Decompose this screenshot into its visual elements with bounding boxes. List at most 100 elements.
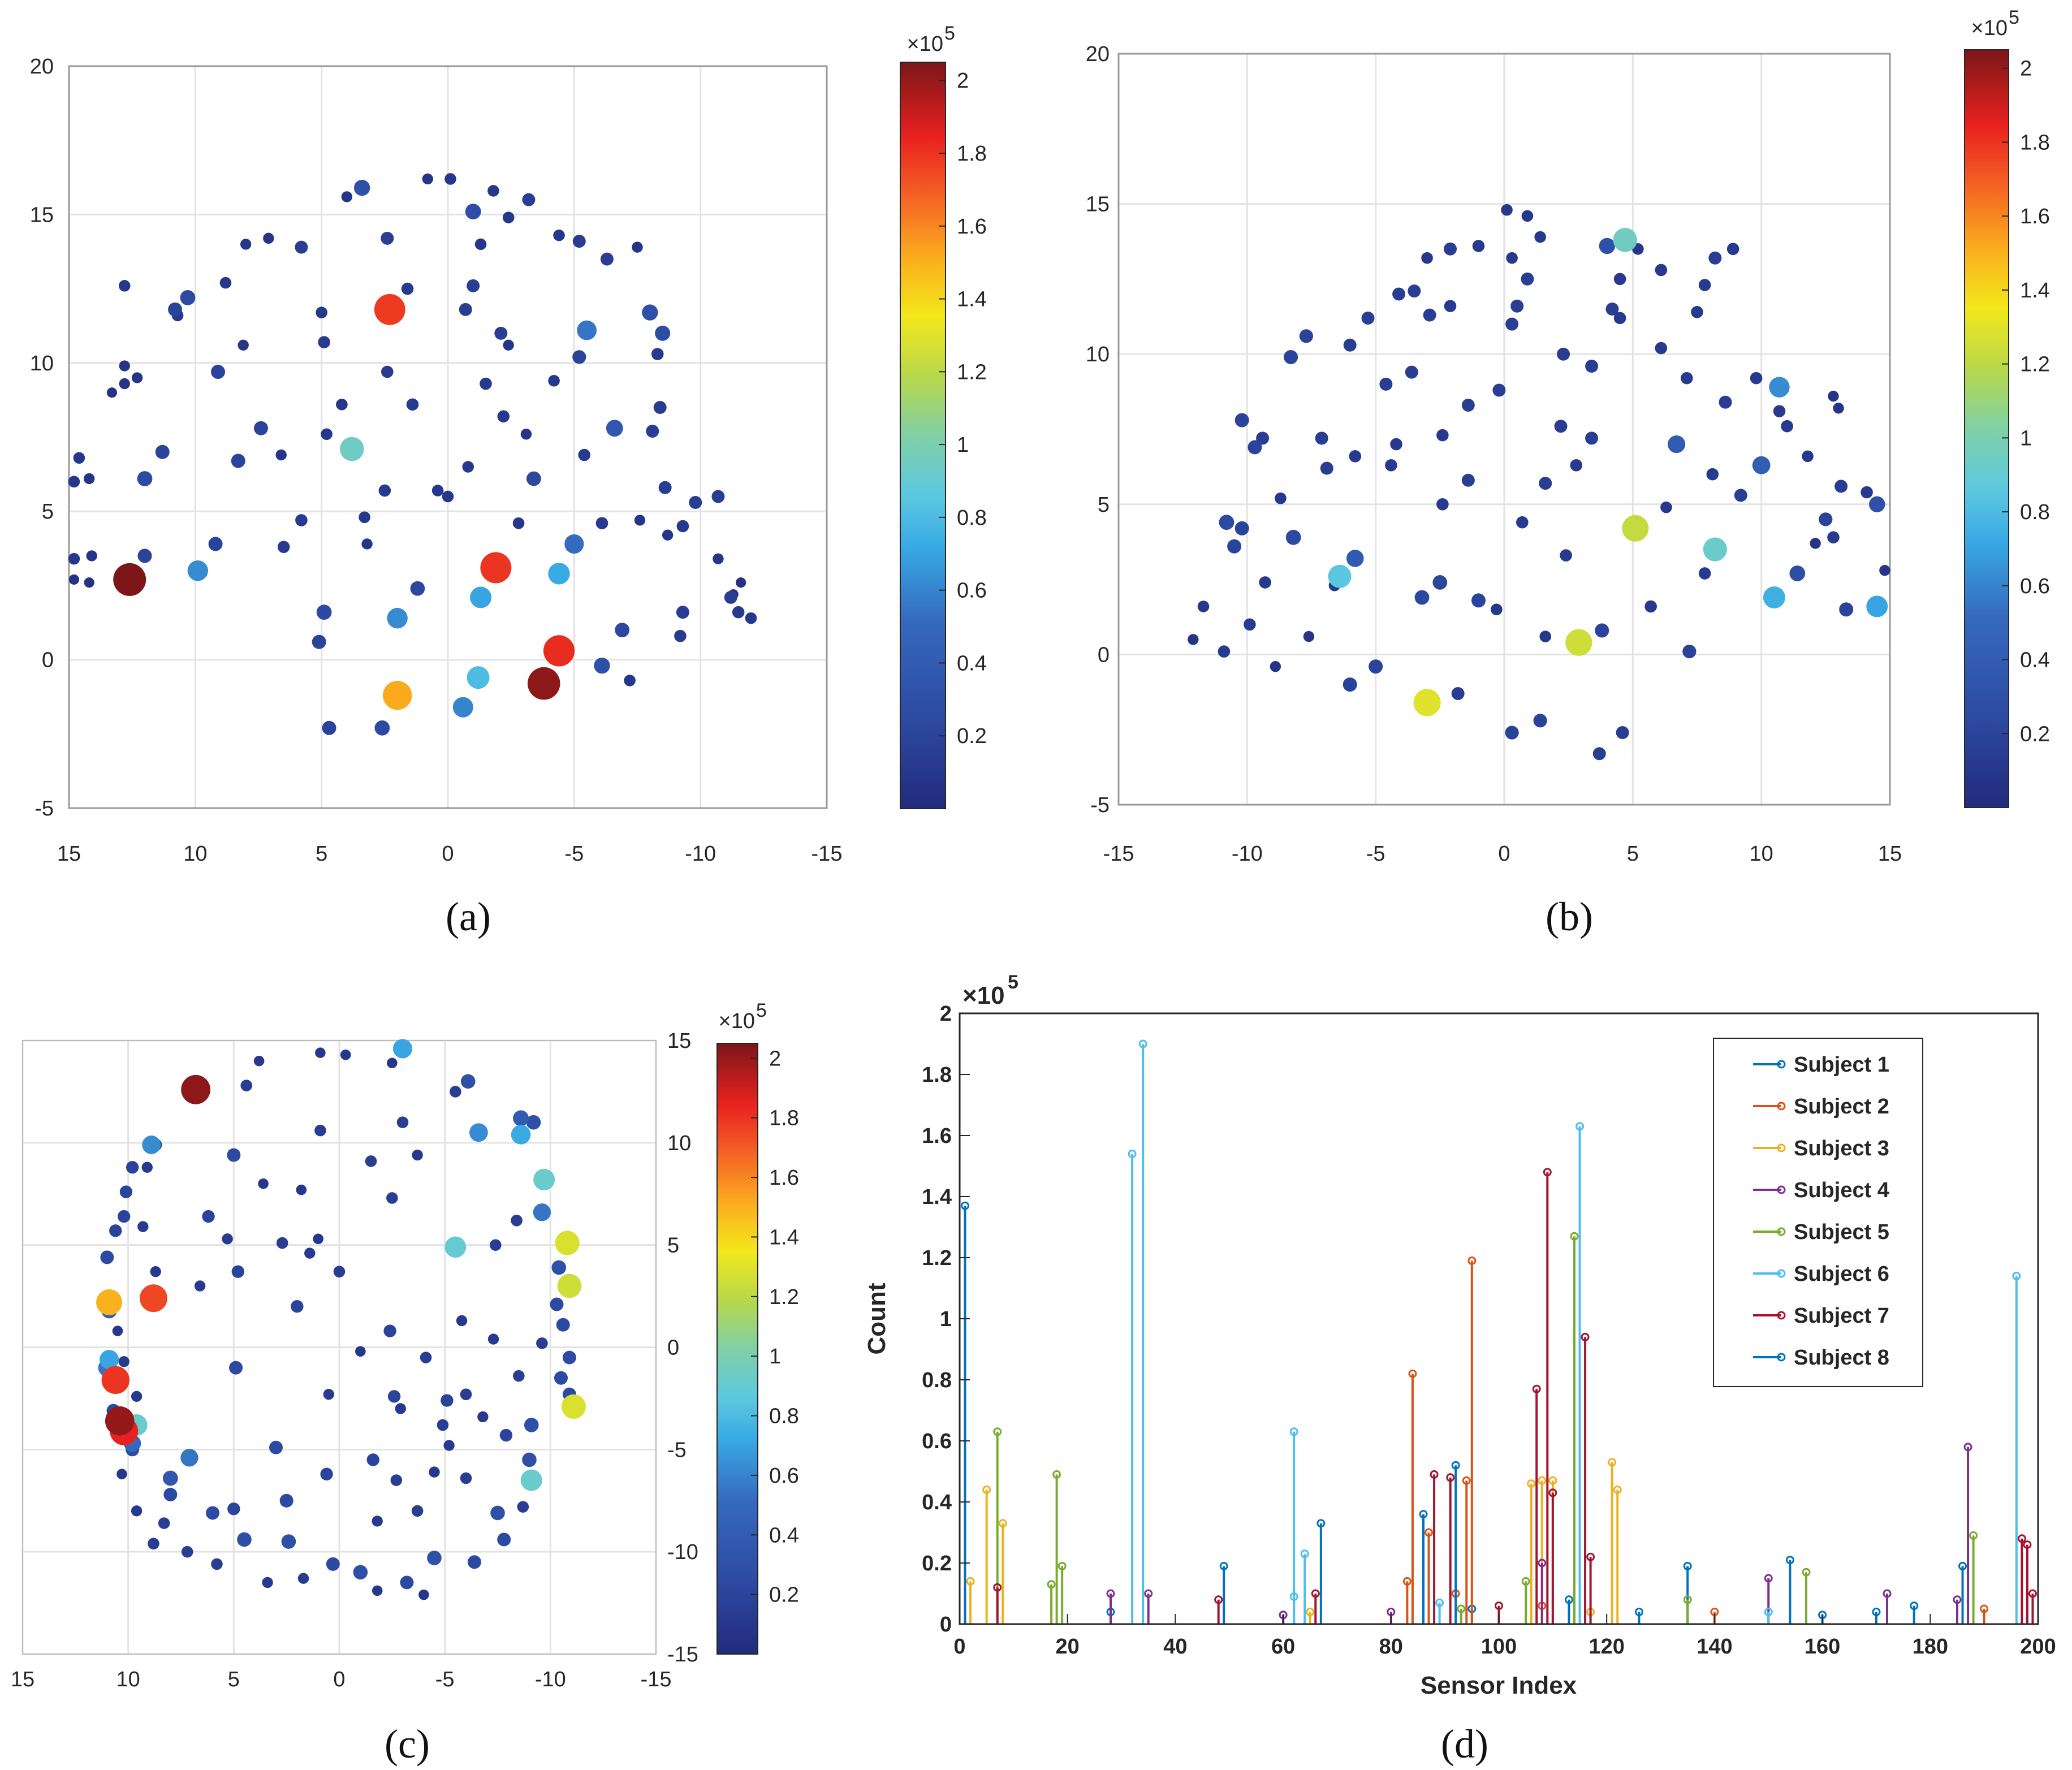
panel-b-data-point xyxy=(1655,342,1668,355)
panel-b-data-point xyxy=(1413,689,1441,716)
panel-c-data-point xyxy=(229,1361,243,1375)
panel-d-x-tick-label: 120 xyxy=(1588,1635,1624,1659)
panel-b-data-point xyxy=(1539,477,1552,490)
panel-b-data-point xyxy=(1423,308,1436,322)
panel-c-data-point xyxy=(499,1428,513,1442)
panel-c-data-point xyxy=(313,1233,323,1245)
panel-b-y-tick-label: 10 xyxy=(1086,343,1110,366)
panel-a-data-point xyxy=(736,577,746,588)
panel-d-stem-marker xyxy=(1451,1461,1460,1470)
panel-b-data-point xyxy=(1369,659,1383,674)
panel-a: 15 10 5 0 -5 -10 -15 -5 0 5 10 15 20 0.2 0.4 0.6 0.8 1 1… xyxy=(30,23,987,939)
panel-d-legend-entry: Subject 1 xyxy=(1794,1053,1889,1077)
panel-b-data-point xyxy=(1328,564,1352,588)
panel-c-data-point xyxy=(437,1419,449,1431)
panel-d-x-tick-label: 20 xyxy=(1056,1635,1080,1659)
panel-a-colorbar-tick-label: 0.6 xyxy=(957,579,987,603)
panel-b-colorbar-multiplier-base: ×10 xyxy=(1971,16,2008,40)
panel-a-y-ticks: -5 0 5 10 15 20 xyxy=(30,55,54,821)
panel-c-data-point xyxy=(227,1148,241,1162)
panel-a-colorbar-tick-label: 0.8 xyxy=(957,506,987,530)
panel-c-data-point xyxy=(100,1250,114,1264)
panel-a-data-point xyxy=(642,304,658,321)
panel-b-data-point xyxy=(1275,492,1287,504)
panel-c-data-point xyxy=(158,1517,170,1529)
panel-a-data-point xyxy=(84,577,94,588)
panel-a-data-point xyxy=(137,549,152,563)
panel-c-y-tick-label: -10 xyxy=(667,1540,698,1564)
panel-a-data-point xyxy=(564,534,584,554)
panel-a-colorbar-tick-label: 0.2 xyxy=(957,724,987,748)
panel-b-data-point xyxy=(1197,601,1210,612)
panel-c-colorbar-tick-label: 0.8 xyxy=(769,1405,799,1428)
panel-b-colorbar-gradient xyxy=(1964,49,2009,808)
panel-d-stem-marker xyxy=(1306,1607,1315,1616)
panel-a-plot-frame xyxy=(68,65,828,809)
panel-d-x-tick-label: 180 xyxy=(1913,1635,1948,1659)
panel-c-y-tick-label: 10 xyxy=(667,1132,691,1155)
panel-a-data-point xyxy=(316,605,332,620)
panel-d: 0 20 40 60 80 100 120 140 160 180 200 0 0.2 0.4 0.6 0.… xyxy=(863,972,2056,1767)
panel-c-data-point xyxy=(163,1487,178,1501)
panel-d-stem-marker xyxy=(1581,1332,1590,1341)
panel-a-data-point xyxy=(119,360,130,372)
panel-c-data-point xyxy=(181,1545,193,1558)
panel-b-x-tick-label: -15 xyxy=(1103,842,1134,866)
panel-c-data-point xyxy=(118,1356,130,1367)
panel-c-x-tick-label: 0 xyxy=(333,1668,345,1691)
panel-d-y-tick-label: 0.6 xyxy=(922,1430,952,1453)
panel-c-data-point xyxy=(460,1472,472,1484)
panel-c-caption: (c) xyxy=(385,1721,430,1767)
panel-a-data-point xyxy=(497,410,510,423)
panel-b-colorbar-tick-label: 0.8 xyxy=(2020,500,2050,524)
panel-b-data-point xyxy=(1432,575,1448,590)
panel-c-data-point xyxy=(390,1474,403,1486)
panel-d-stem-marker xyxy=(993,1583,1002,1592)
panel-d-stem-marker xyxy=(1883,1589,1892,1598)
panel-c-data-point xyxy=(131,1391,143,1402)
panel-c-data-point xyxy=(296,1184,307,1195)
panel-d-stem-marker xyxy=(2017,1534,2026,1543)
panel-d-stem-marker xyxy=(1958,1561,1967,1570)
panel-a-x-tick-label: -5 xyxy=(564,842,584,866)
panel-c-data-point xyxy=(137,1221,149,1232)
panel-c-points xyxy=(96,1039,586,1600)
panel-d-stem-marker xyxy=(1785,1556,1794,1565)
panel-c-x-tick-label: 10 xyxy=(116,1668,140,1691)
panel-b-data-point xyxy=(1802,450,1814,463)
panel-c-colorbar-tick-label: 0.4 xyxy=(769,1523,799,1547)
panel-b-data-point xyxy=(1506,252,1518,264)
panel-a-data-point xyxy=(595,517,608,529)
panel-a-data-point xyxy=(106,387,118,398)
panel-d-stem-marker xyxy=(1219,1561,1228,1570)
panel-d-y-tick-label: 1.8 xyxy=(922,1063,952,1087)
panel-d-stem-marker xyxy=(1980,1604,1989,1613)
panel-d-stem-marker xyxy=(1953,1595,1962,1604)
panel-b-data-point xyxy=(1521,272,1534,286)
panel-a-data-point xyxy=(467,279,480,292)
panel-c-data-point xyxy=(418,1589,429,1600)
panel-d-x-tick-label: 80 xyxy=(1379,1635,1403,1659)
panel-d-series-8 xyxy=(1219,1461,1967,1624)
panel-a-data-point xyxy=(462,461,474,473)
panel-d-stem-marker xyxy=(1311,1589,1320,1598)
panel-a-data-point xyxy=(131,372,143,383)
panel-b-data-point xyxy=(1259,576,1271,589)
panel-d-legend-marker xyxy=(1777,1102,1786,1111)
panel-b-data-point xyxy=(1605,303,1619,316)
panel-d-stem-marker xyxy=(1419,1510,1428,1519)
panel-b-data-point xyxy=(1554,420,1568,433)
panel-b-data-point xyxy=(1833,403,1844,414)
panel-a-data-point xyxy=(600,252,614,266)
panel-a-data-point xyxy=(208,537,223,551)
panel-d-stem-marker xyxy=(1521,1577,1530,1586)
panel-d-stem-marker xyxy=(1910,1601,1919,1611)
panel-b-colorbar-multiplier-exp: 5 xyxy=(2009,7,2019,28)
panel-b-data-point xyxy=(1655,264,1668,277)
panel-c-data-point xyxy=(355,1346,366,1357)
panel-d-y-tick-label: 1 xyxy=(940,1307,952,1331)
panel-c-data-point xyxy=(365,1155,377,1167)
panel-d-series-4 xyxy=(1106,1443,1972,1624)
panel-b-data-point xyxy=(1349,450,1362,463)
